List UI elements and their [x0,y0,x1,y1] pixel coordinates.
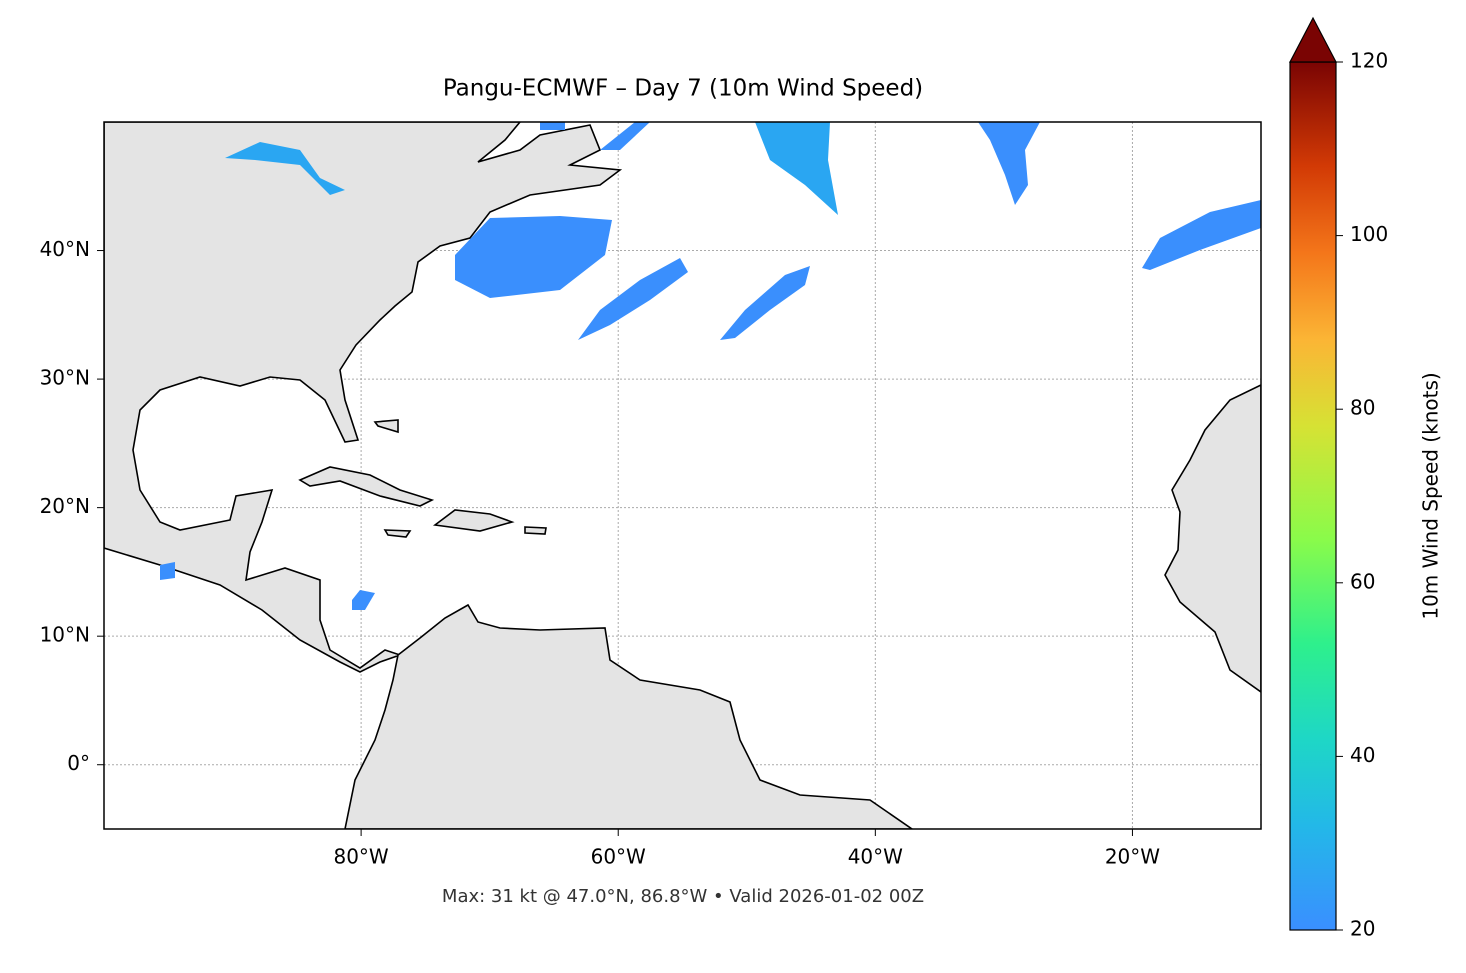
colorbar-label: 10m Wind Speed (knots) [1419,372,1443,619]
colorbar [1289,61,1337,931]
wind-area [455,216,612,298]
colorbar-tick-label: 120 [1350,49,1388,73]
north-america [104,122,623,673]
x-tick-label: 60°W [591,845,646,869]
wind-area [1142,200,1261,270]
africa [1164,384,1261,693]
y-tick-label: 0° [67,751,90,775]
wind-area [540,122,565,130]
y-tick-label: 40°N [40,237,90,261]
colorbar-tick-label: 20 [1350,917,1375,941]
cuba [298,466,435,507]
wind-area [755,122,838,215]
wind-area [578,258,688,340]
bahamas [373,419,399,434]
x-tick-label: 80°W [333,845,388,869]
jamaica [383,529,412,538]
colorbar-tick-label: 100 [1350,222,1388,246]
y-tick-label: 20°N [40,494,90,518]
hispaniola [432,509,515,532]
wind-area [160,562,175,580]
map-layer [104,122,1261,829]
wind-area [720,266,810,340]
wind-area [600,122,650,150]
puerto-rico [524,526,547,535]
annotation: Max: 31 kt @ 47.0°N, 86.8°W • Valid 2026… [442,886,924,907]
x-tick-label: 40°W [848,845,903,869]
colorbar-extend [1289,16,1337,63]
colorbar-tick-label: 60 [1350,569,1375,593]
wind-area [352,590,375,610]
y-tick-label: 30°N [40,366,90,390]
wind-area [978,122,1040,205]
wind-area [225,142,345,195]
south-america [344,603,914,829]
colorbar-tick-label: 40 [1350,743,1375,767]
chart-title: Pangu-ECMWF – Day 7 (10m Wind Speed) [443,76,923,102]
colorbar-tick-label: 80 [1350,396,1375,420]
plot-frame [103,121,1262,830]
y-tick-label: 10°N [40,623,90,647]
x-tick-label: 20°W [1105,845,1160,869]
